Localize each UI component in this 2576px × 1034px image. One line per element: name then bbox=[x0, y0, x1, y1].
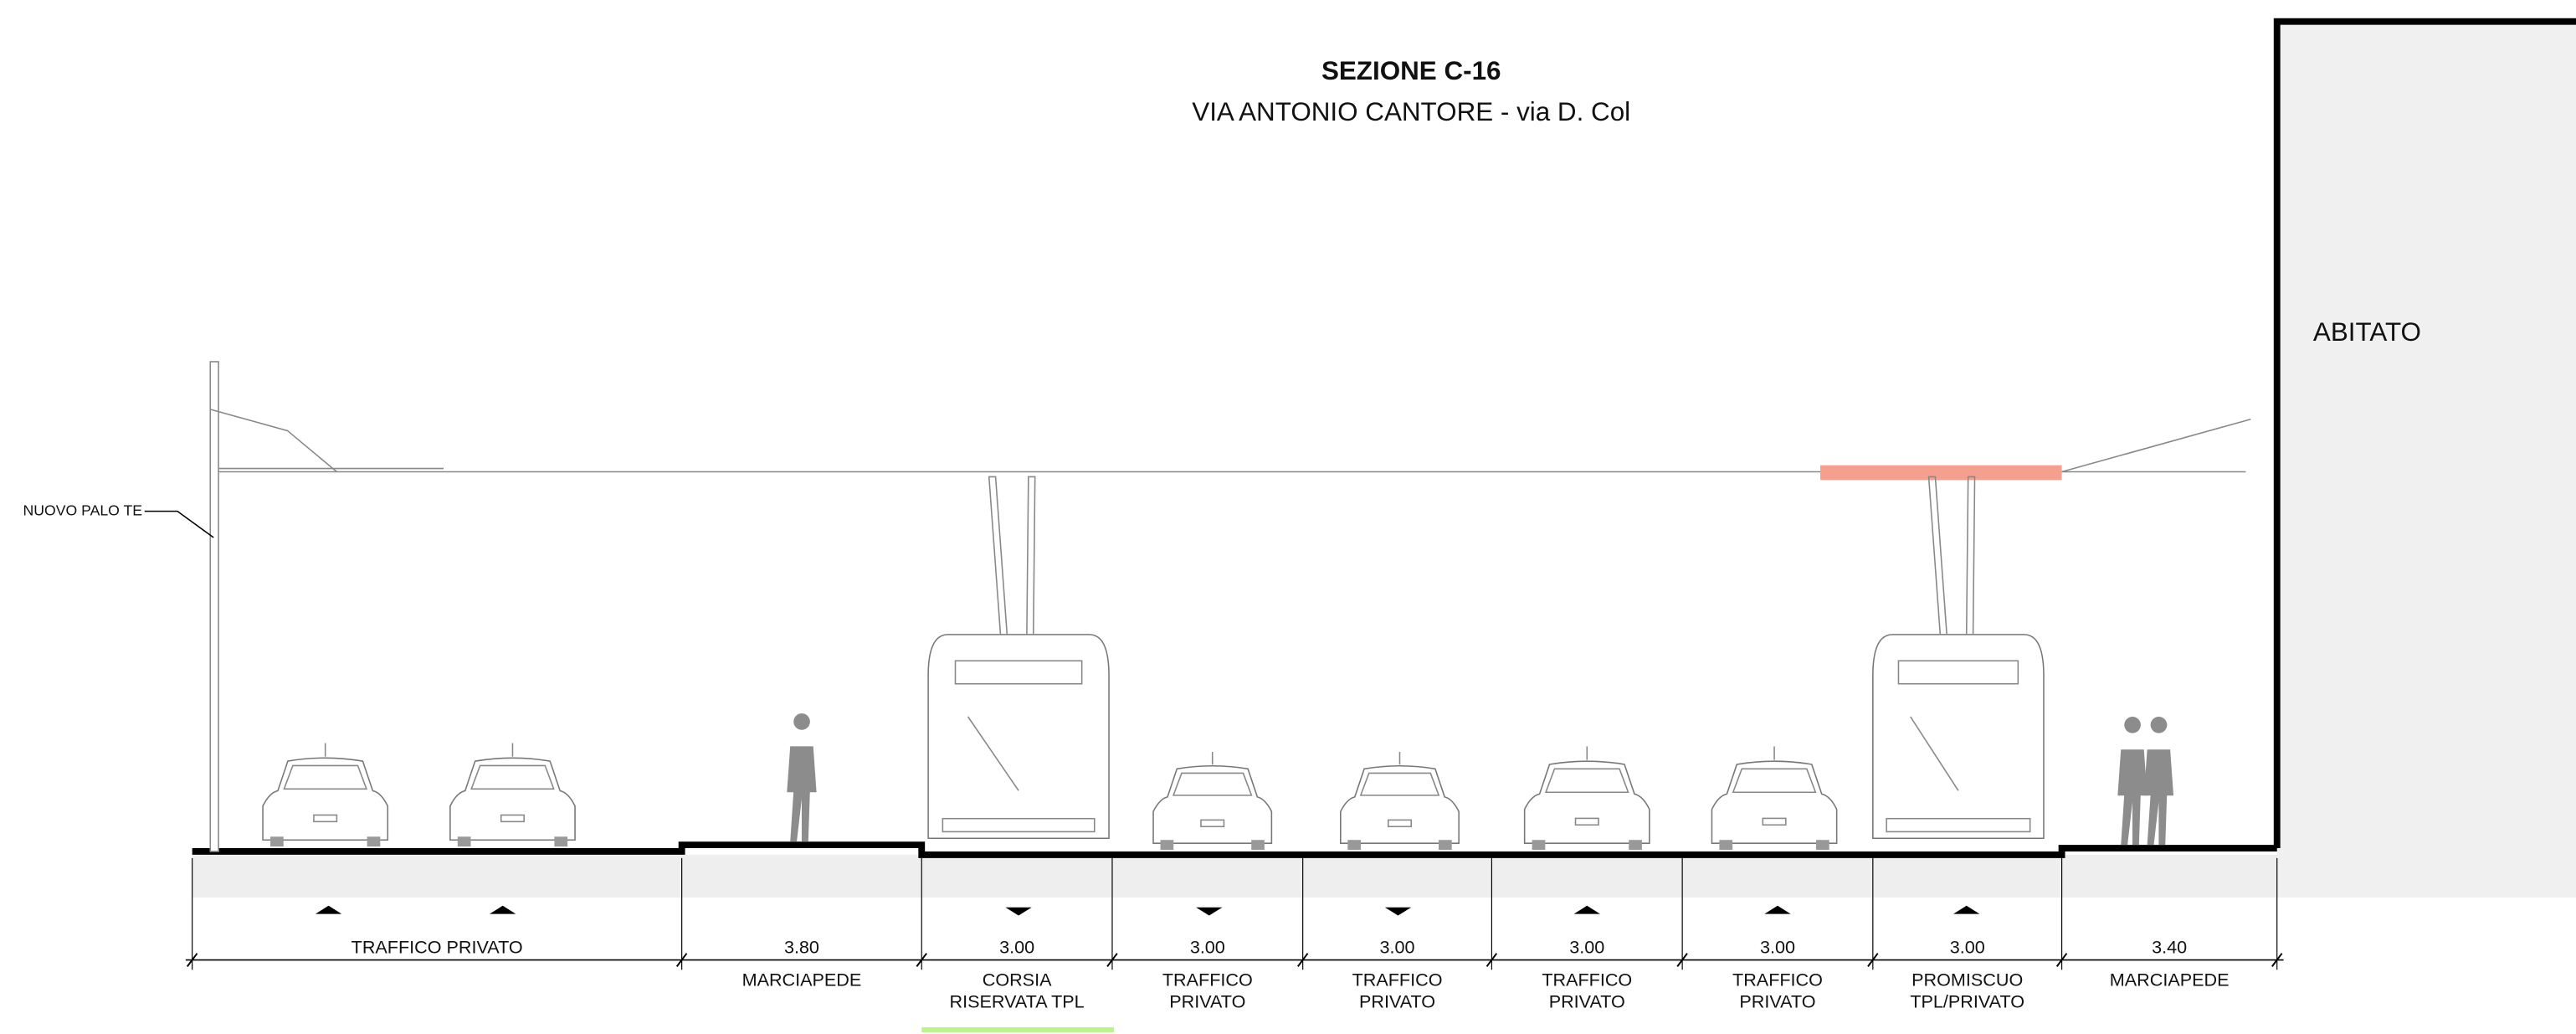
segment-width: 3.00 bbox=[1380, 936, 1415, 957]
segment-width: 3.80 bbox=[784, 936, 819, 957]
segment-width: 3.00 bbox=[1760, 936, 1795, 957]
segment-width: 3.00 bbox=[999, 936, 1034, 957]
highlight-red bbox=[1820, 466, 2062, 481]
car-wheel bbox=[1439, 840, 1452, 850]
building bbox=[2277, 22, 2576, 898]
segment-width: 3.00 bbox=[1569, 936, 1604, 957]
title: SEZIONE C-16 bbox=[1321, 56, 1501, 85]
segment-label: TPL/PRIVATO bbox=[1910, 990, 2024, 1011]
segment-label: CORSIA bbox=[983, 970, 1052, 990]
car-wheel bbox=[367, 836, 381, 846]
segment-width: 3.00 bbox=[1950, 936, 1985, 957]
car-wheel bbox=[1532, 840, 1546, 850]
segment-label: PRIVATO bbox=[1549, 990, 1625, 1011]
ground-band bbox=[192, 855, 2277, 898]
pole-label: NUOVO PALO TE bbox=[23, 502, 142, 518]
segment-label: TRAFFICO PRIVATO bbox=[352, 936, 523, 957]
pole bbox=[210, 362, 218, 851]
car-wheel bbox=[1719, 840, 1732, 850]
segment-label: MARCIAPEDE bbox=[742, 970, 862, 990]
segment-label: TRAFFICO bbox=[1732, 970, 1823, 990]
segment-label: TRAFFICO bbox=[1162, 970, 1253, 990]
page: NUOVO PALO TE SEZIONE C-16 VIA ANTONIO C… bbox=[0, 0, 2576, 1034]
cross-section: NUOVO PALO TE SEZIONE C-16 VIA ANTONIO C… bbox=[0, 0, 2576, 1034]
segment-label: PRIVATO bbox=[1169, 990, 1245, 1011]
segment-label: MARCIAPEDE bbox=[2110, 970, 2230, 990]
car-wheel bbox=[1629, 840, 1642, 850]
segment-label: PROMISCUO bbox=[1911, 970, 2023, 990]
segment-label: RISERVATA TPL bbox=[950, 990, 1085, 1011]
segment-label: PRIVATO bbox=[1739, 990, 1815, 1011]
car-wheel bbox=[1816, 840, 1829, 850]
segment-label: PRIVATO bbox=[1359, 990, 1435, 1011]
segment-label: TRAFFICO bbox=[1542, 970, 1632, 990]
car-wheel bbox=[554, 836, 567, 846]
car-wheel bbox=[1161, 840, 1174, 850]
highlight-green bbox=[921, 1027, 1114, 1032]
segment-label: TRAFFICO bbox=[1352, 970, 1443, 990]
subtitle: VIA ANTONIO CANTORE - via D. Col bbox=[1192, 97, 1630, 126]
segment-width: 3.00 bbox=[1190, 936, 1225, 957]
car-wheel bbox=[1251, 840, 1265, 850]
building-label: ABITATO bbox=[2313, 317, 2421, 347]
segment-width: 3.40 bbox=[2152, 936, 2187, 957]
car-wheel bbox=[270, 836, 284, 846]
car-wheel bbox=[1347, 840, 1361, 850]
car-wheel bbox=[458, 836, 471, 846]
